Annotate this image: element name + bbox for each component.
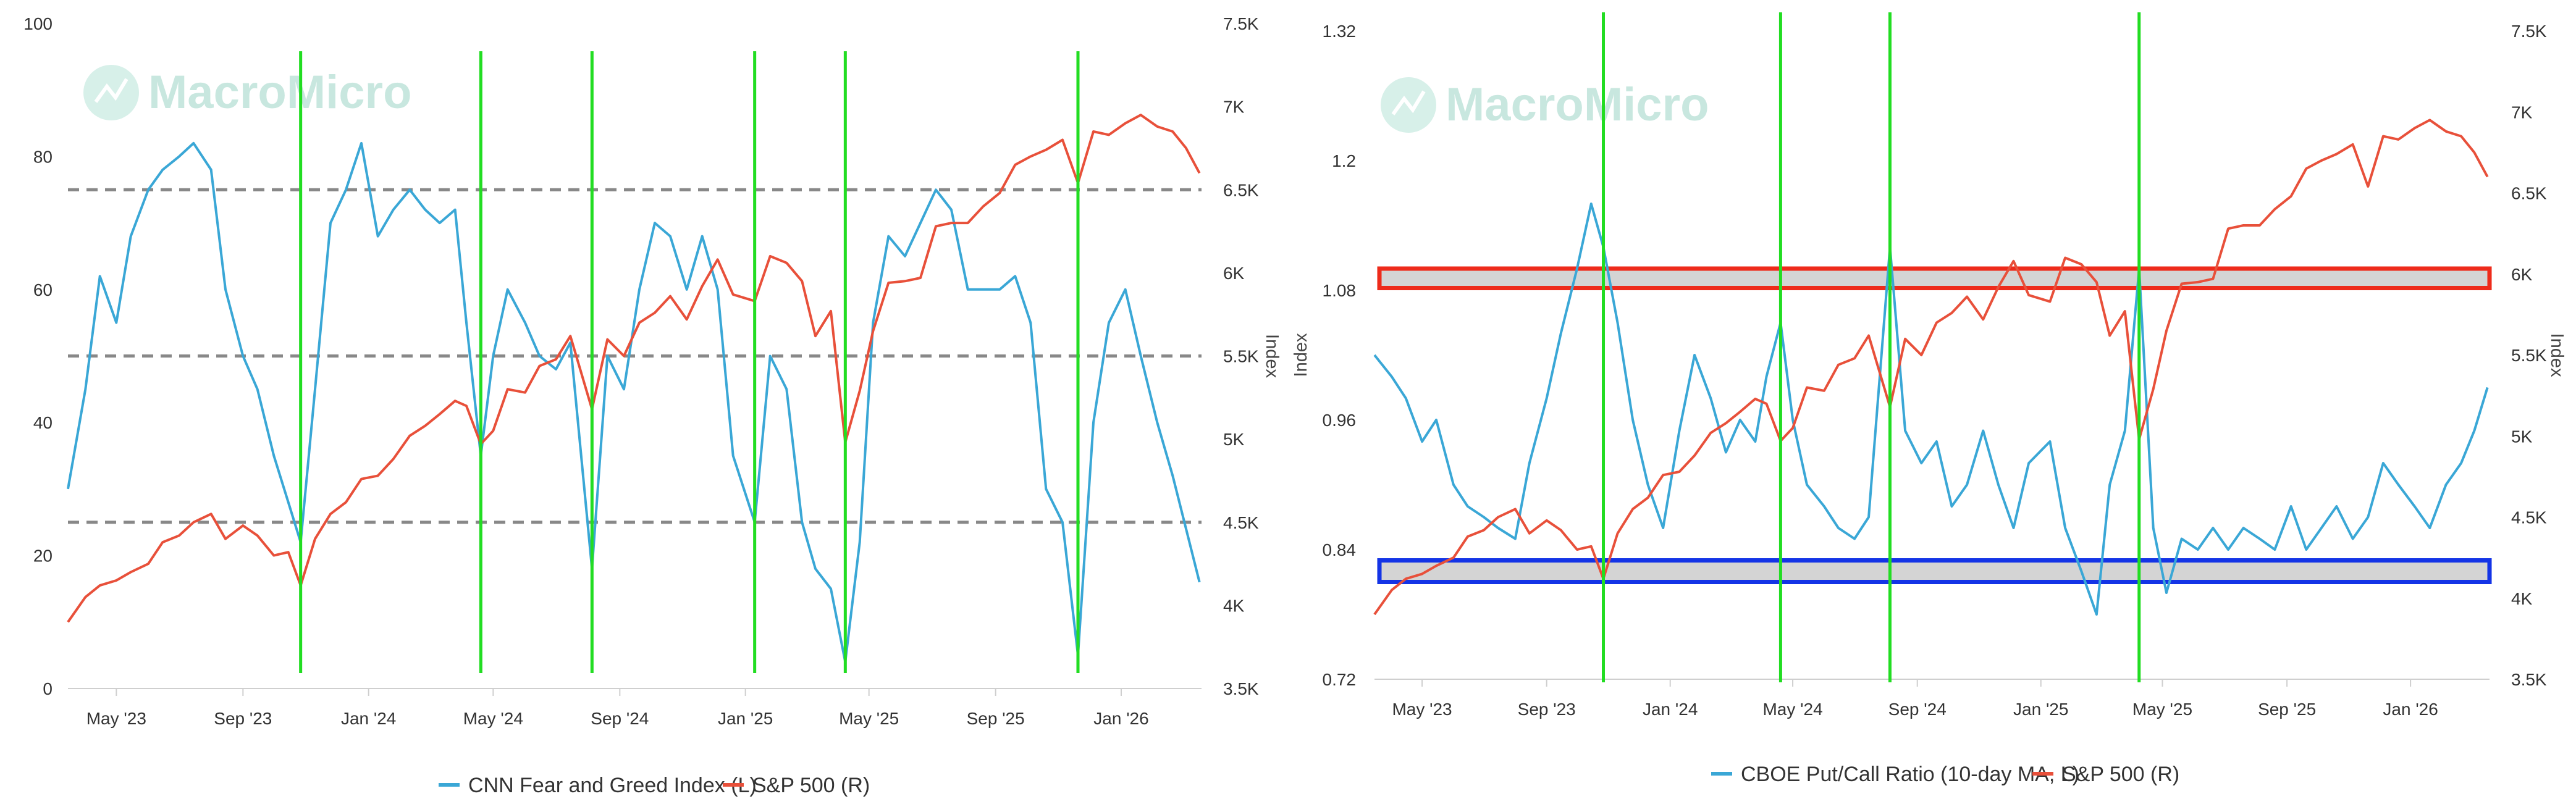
y-right-tick-label: 4.5K [2511,508,2547,527]
series-line-sp500 [67,114,1201,623]
chart-panel-2: MacroMicro 0.72 0.84 0.96 1.08 1.2 1.32 3.5K 4K 4… [1291,12,2567,786]
x-tick-label: May '25 [839,709,899,728]
x-tick-label: Sep '23 [214,709,272,728]
y-right-tick-label: 5K [2511,427,2533,446]
y-right-tick-label: 5.5K [2511,346,2547,365]
y-left-tick-label: 1.08 [1323,281,1357,300]
y-right-tick-label: 7K [2511,103,2533,122]
watermark-glyph [1391,90,1426,115]
y-left-axis-title: Index [1291,333,1311,377]
x-tick-label: Sep '25 [2258,700,2316,719]
y-right-tick-label: 5.5K [1223,347,1259,366]
x-tick-label: Sep '24 [1888,700,1947,719]
x-tick-label: Sep '25 [967,709,1025,728]
series-line-left [1373,203,2489,616]
y-left-tick-label: 80 [33,147,53,166]
x-tick-label: Jan '25 [2013,700,2068,719]
y-left-tick-label: 60 [33,280,53,299]
y-right-tick-label: 6K [2511,265,2533,284]
x-tick-label: May '23 [1392,700,1452,719]
y-left-tick-label: 1.32 [1323,22,1357,41]
y-right-tick-label: 4K [2511,589,2533,608]
watermark-logo: MacroMicro [1381,77,1709,133]
upper-threshold-band [1377,266,2492,290]
watermark-text: MacroMicro [148,66,412,119]
y-left-tick-label: 0.72 [1323,670,1357,689]
x-tick-label: Jan '25 [718,709,773,728]
legend-label: CBOE Put/Call Ratio (10-day MA, L) [1741,763,2079,786]
y-left-tick-label: 100 [23,14,53,33]
y-left-tick-label: 40 [33,413,53,432]
y-right-tick-label: 6K [1223,264,1245,283]
y-right-tick-label: 3.5K [2511,670,2547,689]
legend-label: S&P 500 (R) [752,774,870,797]
y-left-tick-label: 0.84 [1323,540,1357,559]
x-tick-label: Jan '26 [2383,700,2438,719]
x-tick-label: May '24 [463,709,523,728]
y-right-tick-label: 7K [1223,98,1245,117]
y-right-tick-label: 4.5K [1223,513,1259,532]
y-right-tick-label: 5K [1223,430,1245,449]
x-tick-label: Jan '26 [1093,709,1148,728]
y-right-tick-label: 6.5K [2511,184,2547,203]
y-right-tick-label: 7.5K [2511,22,2547,41]
y-left-tick-label: 0 [43,679,53,698]
x-tick-label: May '23 [86,709,146,728]
x-tick-label: May '24 [1762,700,1822,719]
y-right-tick-label: 6.5K [1223,180,1259,199]
x-tick-label: Jan '24 [1643,700,1698,719]
x-tick-label: Jan '24 [341,709,396,728]
legend-label: CNN Fear and Greed Index (L) [468,774,757,797]
y-left-tick-label: 20 [33,546,53,566]
y-right-tick-label: 4K [1223,596,1245,615]
lower-threshold-band [1377,558,2492,584]
y-right-tick-label: 7.5K [1223,14,1259,33]
y-right-axis-title: Index [2547,333,2567,377]
watermark-logo: MacroMicro [83,65,412,120]
y-left-tick-label: 0.96 [1323,411,1357,430]
x-tick-label: Sep '23 [1518,700,1576,719]
series-line-left [67,141,1201,663]
x-tick-label: Sep '24 [591,709,649,728]
x-tick-label: May '25 [2132,700,2192,719]
watermark-glyph [94,78,128,103]
watermark-text: MacroMicro [1446,78,1709,131]
y-left-tick-label: 1.2 [1332,151,1356,170]
y-right-axis-title: Index [1262,334,1282,378]
legend-label: S&P 500 (R) [2062,763,2179,786]
series-line-sp500 [1373,119,2489,616]
chart-panel-1: MacroMicro 0 20 40 60 80 100 3.5K 4K 4.5K 5K 5.5K 6K… [23,14,1282,797]
y-right-tick-label: 3.5K [1223,679,1259,698]
